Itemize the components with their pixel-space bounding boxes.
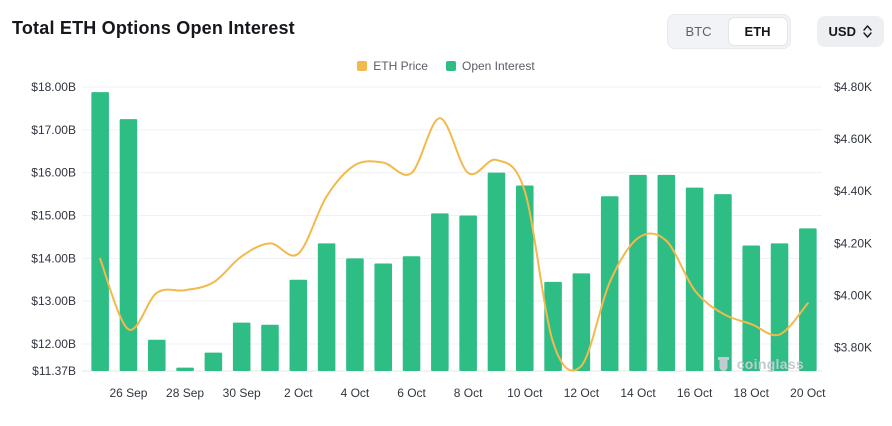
open-interest-bar[interactable] bbox=[799, 228, 817, 371]
open-interest-bar[interactable] bbox=[147, 339, 166, 371]
open-interest-bar[interactable] bbox=[91, 92, 109, 372]
x-axis-label: 4 Oct bbox=[341, 386, 370, 400]
open-interest-bar[interactable] bbox=[544, 281, 562, 371]
x-axis-label: 16 Oct bbox=[677, 386, 713, 400]
open-interest-bar[interactable] bbox=[770, 243, 789, 371]
open-interest-bar[interactable] bbox=[657, 174, 676, 371]
unit-select-value: USD bbox=[828, 24, 856, 39]
eth-price-line bbox=[99, 117, 809, 372]
y-axis-label-right: $4.00K bbox=[834, 288, 872, 302]
y-axis-label-left: $15.00B bbox=[31, 209, 76, 223]
unit-select[interactable]: USD bbox=[816, 16, 884, 47]
legend-item-open-interest[interactable]: Open Interest bbox=[445, 59, 535, 73]
currency-toggle: BTC ETH bbox=[666, 14, 791, 49]
open-interest-bar[interactable] bbox=[232, 322, 251, 371]
open-interest-bar[interactable] bbox=[261, 324, 279, 371]
x-axis-label: 12 Oct bbox=[564, 386, 600, 400]
x-axis-label: 8 Oct bbox=[454, 386, 483, 400]
legend-label: ETH Price bbox=[373, 59, 428, 73]
x-axis-label: 20 Oct bbox=[790, 386, 826, 400]
y-axis-label-right: $3.80K bbox=[834, 341, 872, 355]
y-axis-label-left: $16.00B bbox=[31, 166, 76, 180]
x-axis-label: 14 Oct bbox=[620, 386, 656, 400]
y-axis-label-left: $12.00B bbox=[31, 337, 76, 351]
options-chart[interactable]: $18.00B $17.00B $16.00B $15.00B $14.00B $13.0… bbox=[0, 75, 892, 407]
y-axis-label-left: $17.00B bbox=[31, 123, 76, 137]
open-interest-bar[interactable] bbox=[119, 119, 138, 371]
sort-arrows-icon bbox=[863, 25, 872, 38]
x-axis-label: 6 Oct bbox=[397, 386, 426, 400]
y-axis-label-right: $4.40K bbox=[834, 184, 872, 198]
open-interest-bar[interactable] bbox=[459, 215, 477, 371]
x-axis-label: 26 Sep bbox=[109, 386, 147, 400]
eth-price-swatch bbox=[357, 61, 368, 71]
open-interest-bar[interactable] bbox=[289, 279, 308, 371]
x-axis-label: 28 Sep bbox=[166, 386, 204, 400]
chart-controls: BTC ETH USD bbox=[666, 14, 884, 49]
y-axis-label-left: $13.00B bbox=[31, 294, 76, 308]
eth-tab[interactable]: ETH bbox=[727, 17, 788, 46]
chart-legend: ETH Price Open Interest bbox=[0, 59, 892, 73]
open-interest-bar[interactable] bbox=[742, 245, 761, 371]
x-axis-label: 18 Oct bbox=[734, 386, 770, 400]
open-interest-bar[interactable] bbox=[317, 243, 336, 371]
legend-item-eth-price[interactable]: ETH Price bbox=[357, 59, 428, 73]
open-interest-swatch bbox=[445, 61, 456, 71]
open-interest-bar[interactable] bbox=[572, 273, 591, 371]
page-title: Total ETH Options Open Interest bbox=[12, 18, 295, 38]
open-interest-bar[interactable] bbox=[487, 172, 506, 371]
open-interest-bar[interactable] bbox=[629, 174, 647, 371]
chart-area: $18.00B $17.00B $16.00B $15.00B $14.00B $13.0… bbox=[0, 75, 892, 412]
x-axis-label: 30 Sep bbox=[223, 386, 261, 400]
btc-tab[interactable]: BTC bbox=[670, 17, 728, 46]
header: Total ETH Options Open Interest BTC ETH … bbox=[0, 0, 892, 49]
legend-label: Open Interest bbox=[461, 59, 535, 73]
y-axis-label-right: $4.60K bbox=[834, 132, 872, 146]
y-axis-label-left: $11.37B bbox=[32, 364, 76, 378]
y-axis-label-right: $4.80K bbox=[834, 80, 872, 94]
open-interest-bar[interactable] bbox=[374, 263, 393, 371]
open-interest-bar[interactable] bbox=[402, 256, 421, 371]
open-interest-bar[interactable] bbox=[176, 367, 194, 371]
open-interest-bar[interactable] bbox=[431, 213, 449, 371]
open-interest-bar[interactable] bbox=[515, 185, 534, 371]
open-interest-bar[interactable] bbox=[204, 352, 223, 371]
x-axis-label: 10 Oct bbox=[507, 386, 543, 400]
open-interest-bar[interactable] bbox=[346, 258, 364, 371]
open-interest-bar[interactable] bbox=[714, 194, 732, 371]
open-interest-bar[interactable] bbox=[685, 187, 704, 371]
y-axis-label-left: $18.00B bbox=[31, 80, 76, 94]
x-axis-label: 2 Oct bbox=[284, 386, 313, 400]
y-axis-label-left: $14.00B bbox=[31, 251, 76, 265]
y-axis-label-right: $4.20K bbox=[834, 236, 872, 250]
